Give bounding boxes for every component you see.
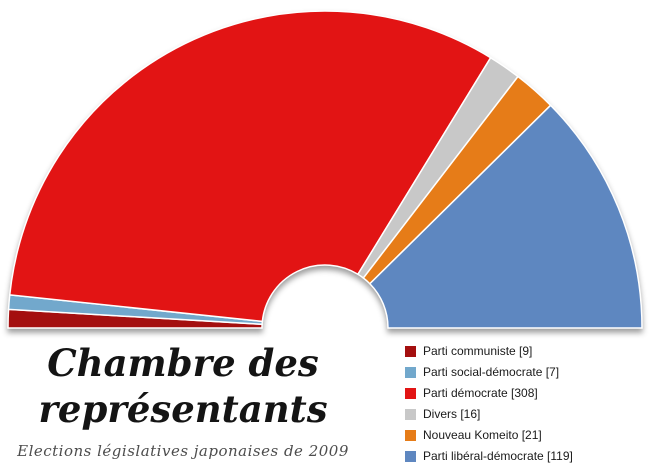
title-block: Chambre des représentants Elections légi… [2,340,364,460]
chart-title-line1: Chambre des [47,341,319,385]
chart-title-line2: représentants [38,387,328,431]
legend-item-komeito: Nouveau Komeito [21] [405,428,573,442]
legend-label-divers: Divers [16] [423,407,481,421]
legend-label-democrate: Parti démocrate [308] [423,386,538,400]
legend-swatch-liberal-democrate [405,450,416,462]
legend-label-communiste: Parti communiste [9] [423,344,533,358]
legend-swatch-democrate [405,387,416,399]
chart-subtitle: Elections législatives japonaises de 200… [17,442,349,460]
legend-label-social-democrate: Parti social-démocrate [7] [423,365,560,379]
legend-item-communiste: Parti communiste [9] [405,344,573,358]
hemicycle-chart [7,10,643,329]
slice-democrate [8,10,492,323]
legend-swatch-divers [405,408,416,420]
legend-label-komeito: Nouveau Komeito [21] [423,428,542,442]
legend-swatch-komeito [405,429,416,441]
legend-swatch-communiste [405,345,416,357]
legend-item-democrate: Parti démocrate [308] [405,386,573,400]
chart-title: Chambre des représentants [2,340,364,432]
hemicycle-svg [7,10,643,329]
legend: Parti communiste [9] Parti social-démocr… [405,344,573,463]
legend-label-liberal-democrate: Parti libéral-démocrate [119] [423,449,573,463]
legend-item-liberal-democrate: Parti libéral-démocrate [119] [405,449,573,463]
slice-liberal-democrate [368,104,643,329]
legend-item-social-democrate: Parti social-démocrate [7] [405,365,573,379]
legend-swatch-social-democrate [405,366,416,378]
legend-item-divers: Divers [16] [405,407,573,421]
